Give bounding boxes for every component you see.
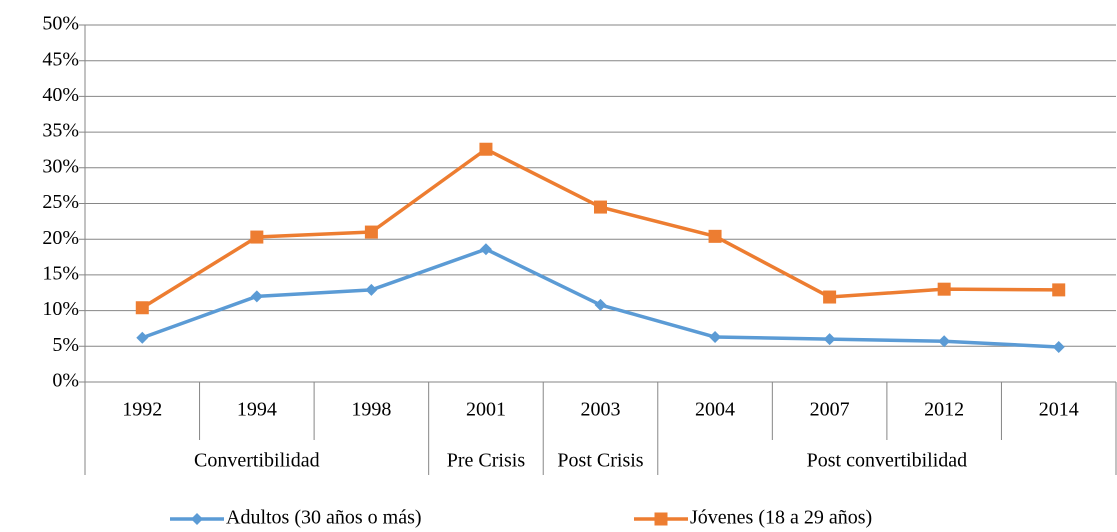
legend-marker [654,512,668,526]
data-point [937,282,951,296]
data-point [1052,283,1066,297]
series-line [141,247,1059,349]
y-tick-label: 35% [42,120,79,142]
data-point [136,331,149,344]
legend-label: Adultos (30 años o más) [226,507,422,529]
y-tick-label: 50% [42,13,79,35]
x-tick-label: 2014 [1039,399,1079,421]
x-tick-label: 1998 [351,399,391,421]
series-line [141,147,1059,310]
group-label: Post convertibilidad [807,450,968,472]
data-point [594,200,607,214]
y-tick-label: 25% [42,191,79,213]
data-point [365,283,378,296]
x-tick-label: 2007 [810,399,850,421]
data-point [823,290,837,304]
data-point [709,331,722,344]
data-point [708,229,722,243]
data-point [479,243,492,256]
x-tick-label: 2001 [466,399,506,421]
x-tick-label: 2004 [695,399,735,421]
y-tick-label: 15% [42,262,79,284]
x-tick-label: 1992 [122,399,162,421]
data-point [938,335,951,348]
data-point [135,301,149,315]
data-point [250,230,264,244]
data-point [250,290,263,303]
x-tick-label: 1994 [237,399,277,421]
y-tick-label: 40% [42,84,79,106]
data-point [479,142,493,156]
legend-label: Jóvenes (18 a 29 años) [690,507,872,529]
y-tick-label: 20% [42,227,79,249]
group-label: Pre Crisis [447,450,526,472]
data-point [364,225,378,239]
data-point [823,333,836,346]
group-label: Post Crisis [557,450,643,472]
y-tick-label: 5% [52,334,79,356]
y-tick-label: 45% [42,48,79,70]
y-tick-label: 10% [42,298,79,320]
data-point [1052,341,1065,354]
legend-marker [191,513,203,525]
data-point [594,298,607,311]
x-tick-label: 2003 [581,399,621,421]
group-label: Convertibilidad [194,450,320,472]
x-tick-label: 2012 [924,399,964,421]
y-tick-label: 30% [42,155,79,177]
y-tick-label: 0% [52,370,79,392]
